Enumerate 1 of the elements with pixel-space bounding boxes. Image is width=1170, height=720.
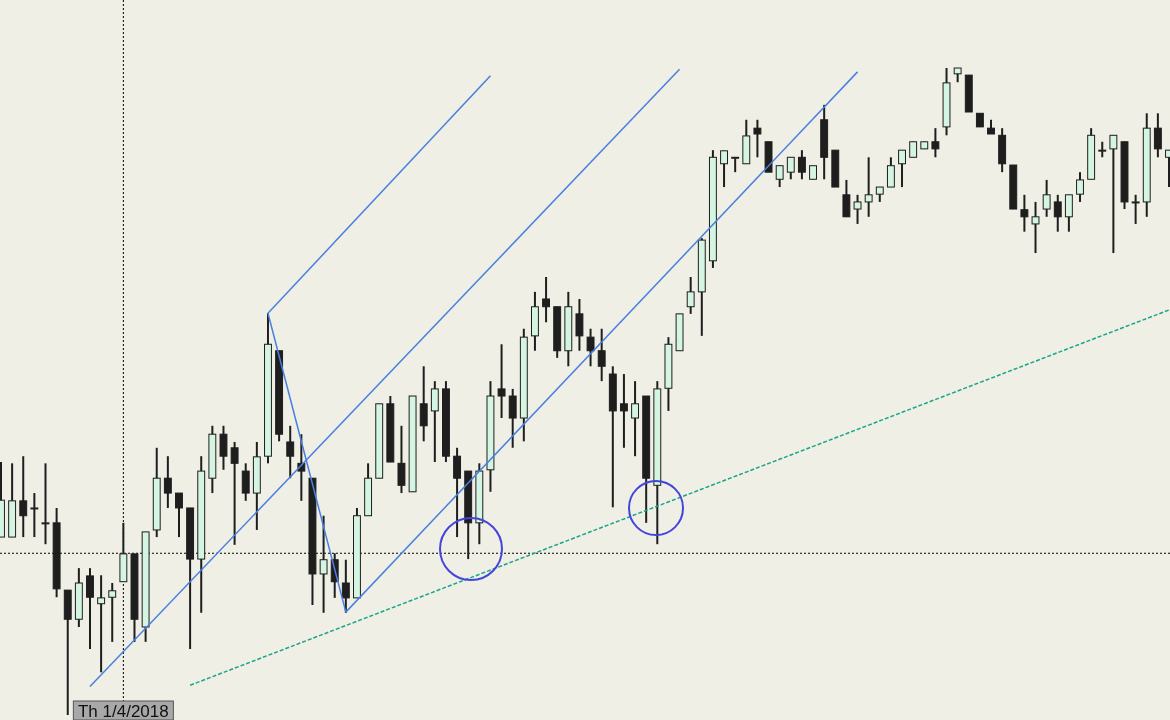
x-tick-label: Th 1/4/2018 — [77, 702, 169, 720]
